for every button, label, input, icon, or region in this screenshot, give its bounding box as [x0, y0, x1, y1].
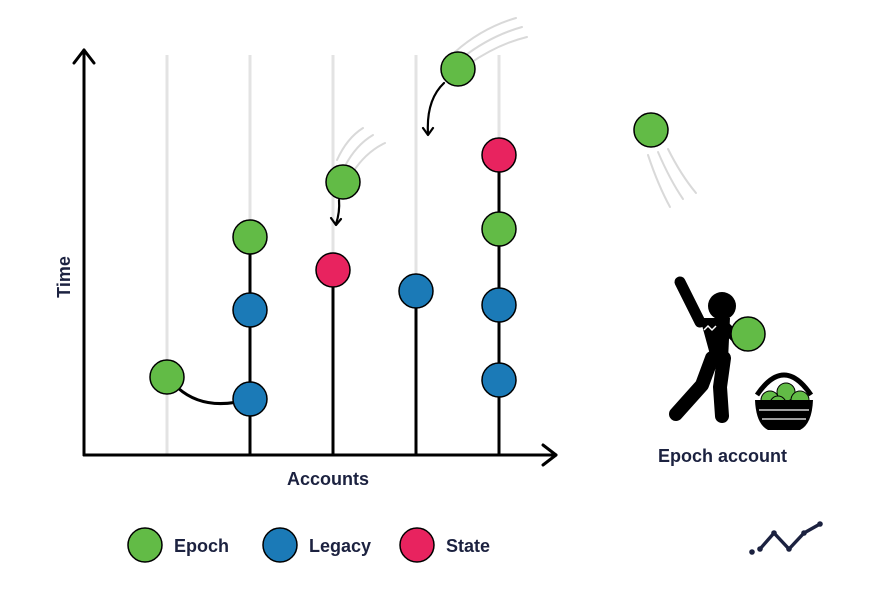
basket-weave	[759, 409, 809, 420]
x-axis-label: Accounts	[287, 469, 370, 489]
epoch-block	[633, 112, 669, 148]
state-block	[481, 137, 517, 173]
legacy-block	[481, 287, 517, 323]
streak-4	[454, 17, 517, 53]
legend-label-epoch: Epoch	[174, 536, 230, 556]
basket-body	[755, 400, 813, 430]
logo-dot	[786, 546, 792, 552]
arrow-down-icon	[334, 198, 341, 226]
legacy-block	[232, 292, 268, 328]
logo-dot	[757, 546, 763, 552]
streak-9	[667, 148, 697, 194]
arrowhead-icon	[329, 216, 343, 227]
person-leg-left	[669, 351, 719, 421]
streak-8	[657, 151, 684, 200]
epoch-block	[325, 164, 361, 200]
motion-streaks	[336, 17, 697, 208]
legend-label-state: State	[446, 536, 491, 556]
streak-1	[336, 127, 364, 161]
logo-squiggle	[758, 522, 822, 552]
logo-dot	[771, 530, 777, 536]
blocks	[149, 51, 669, 417]
streak-5	[461, 26, 523, 59]
epoch-block	[481, 211, 517, 247]
person-head	[708, 292, 736, 320]
axes	[72, 48, 558, 467]
legacy-block	[398, 273, 434, 309]
person-chest-logo	[703, 324, 717, 332]
logo-dot	[749, 549, 755, 555]
epoch-block	[149, 359, 185, 395]
streak-6	[468, 36, 528, 65]
logo-dot	[801, 530, 807, 536]
streak-2	[344, 134, 374, 167]
arrowhead-icon	[421, 126, 435, 137]
y-axis-arrow	[72, 48, 96, 65]
person-raised-arm	[674, 276, 706, 328]
epoch-block	[232, 219, 268, 255]
legacy-block	[232, 381, 268, 417]
streak-3	[352, 142, 386, 173]
brand-logo-icon	[749, 521, 823, 555]
state-block	[315, 252, 351, 288]
epoch-block	[440, 51, 476, 87]
epoch-block	[730, 316, 766, 352]
y-axis-label: Time	[54, 256, 74, 298]
falling-arrows	[329, 81, 446, 227]
x-axis-arrow	[541, 443, 558, 467]
basket-icon	[754, 372, 814, 430]
logo-dot	[817, 521, 823, 527]
legacy-block	[481, 362, 517, 398]
person-throwing-icon	[669, 276, 766, 423]
account-chains	[248, 155, 501, 455]
person-leg-right	[713, 351, 731, 423]
arrow-curve-icon	[426, 81, 446, 136]
legend-swatch-epoch	[127, 527, 163, 563]
basket-handle	[754, 372, 814, 397]
legend-label-legacy: Legacy	[309, 536, 372, 556]
legend-swatches	[127, 527, 435, 563]
streak-7	[647, 154, 671, 208]
epoch-account-label: Epoch account	[658, 446, 788, 466]
legend-swatch-legacy	[262, 527, 298, 563]
legend-swatch-state	[399, 527, 435, 563]
